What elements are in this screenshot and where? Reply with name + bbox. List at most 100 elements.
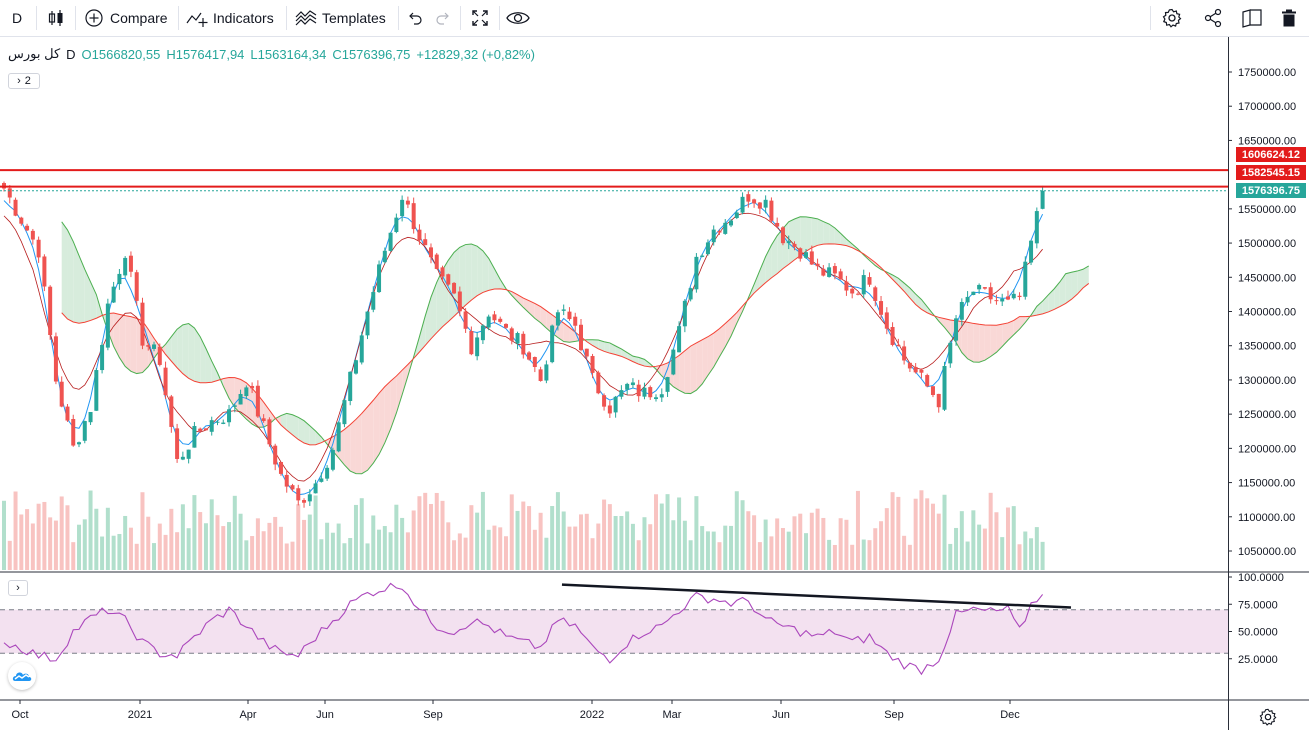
scale-settings-button[interactable] xyxy=(1259,708,1277,731)
candle xyxy=(607,405,612,414)
volume-bar xyxy=(994,512,999,570)
volume-bar xyxy=(694,496,699,570)
candle xyxy=(486,316,491,328)
undo-button[interactable] xyxy=(406,0,424,36)
volume-bar xyxy=(584,513,589,570)
candle xyxy=(42,256,47,287)
candle xyxy=(902,346,907,361)
resistance-high-tag: 1606624.12 xyxy=(1235,147,1306,162)
settings-button[interactable] xyxy=(1162,0,1182,36)
toolbar-divider xyxy=(499,6,500,30)
time-tick-label: 2022 xyxy=(580,709,604,721)
candle xyxy=(590,356,595,373)
candle xyxy=(498,318,503,322)
chart-canvas[interactable]: 1750000.00 1700000.00 1650000.00 1550000.00… xyxy=(0,37,1309,730)
templates-icon xyxy=(295,10,317,26)
cloud-segment xyxy=(1002,322,1008,347)
snapshot-button[interactable] xyxy=(1241,0,1263,36)
rsi-tick-label: 50.0000 xyxy=(1238,627,1278,639)
candle xyxy=(855,293,860,295)
candle xyxy=(538,369,543,381)
cloud-segment xyxy=(800,216,807,256)
interval-button[interactable]: D xyxy=(12,0,22,36)
rsi-legend-toggle-button[interactable]: › xyxy=(8,580,28,596)
cloud-segment xyxy=(304,420,310,445)
cloud-segment xyxy=(638,357,645,367)
candle xyxy=(954,318,959,341)
tradingview-logo[interactable] xyxy=(8,662,36,690)
fullscreen-button[interactable] xyxy=(470,0,490,36)
volume-bar xyxy=(555,492,560,570)
candle xyxy=(227,409,232,423)
candle xyxy=(36,239,41,258)
volume-bar xyxy=(884,508,889,570)
volume-bar xyxy=(1034,527,1039,570)
candle xyxy=(769,200,774,221)
volume-bar xyxy=(140,492,145,570)
hidden-indicators-count: 2 xyxy=(24,75,31,87)
redo-button[interactable] xyxy=(434,0,452,36)
volume-bar xyxy=(105,507,110,570)
hide-button[interactable] xyxy=(506,0,530,36)
candle xyxy=(250,385,255,389)
cloud-segment xyxy=(223,377,230,399)
compare-button[interactable]: Compare xyxy=(84,0,168,36)
volume-bar xyxy=(7,540,12,570)
volume-bar xyxy=(88,490,93,570)
cloud-logo-icon xyxy=(12,672,32,681)
candle xyxy=(94,370,99,411)
cloud-segment xyxy=(355,413,362,474)
volume-bar xyxy=(1029,538,1034,570)
volume-bar xyxy=(128,527,133,570)
cloud-segment xyxy=(523,298,530,313)
indicators-label: Indicators xyxy=(213,10,274,26)
volume-bar xyxy=(232,495,237,570)
price-tick-label: 1450000.00 xyxy=(1238,272,1296,284)
delete-button[interactable] xyxy=(1280,0,1298,36)
candle xyxy=(348,371,353,402)
chevron-right-icon: › xyxy=(16,582,20,594)
candle xyxy=(763,199,768,208)
candle xyxy=(394,217,399,232)
chevron-right-icon: › xyxy=(17,75,21,87)
cloud-segment xyxy=(396,370,403,414)
last-price-tag: 1576396.75 xyxy=(1235,183,1306,198)
volume-bar xyxy=(671,520,676,570)
candle xyxy=(111,286,116,303)
candle xyxy=(480,325,485,341)
candle xyxy=(1034,211,1039,244)
cloud-segment xyxy=(725,318,732,347)
volume-bar xyxy=(53,520,58,570)
cloud-segment xyxy=(194,327,201,383)
volume-bar xyxy=(873,528,878,570)
volume-bar xyxy=(302,519,307,570)
volume-bar xyxy=(163,534,168,570)
volume-bar xyxy=(942,494,947,570)
volume-bar xyxy=(117,533,122,570)
volume-bar xyxy=(682,520,687,570)
cloud-segment xyxy=(540,306,547,329)
candle xyxy=(677,326,682,353)
volume-bars xyxy=(2,490,1045,570)
volume-bar xyxy=(723,525,728,570)
candle xyxy=(573,316,578,326)
candle xyxy=(307,494,312,502)
price-tick-label: 1650000.00 xyxy=(1238,135,1296,147)
candle xyxy=(157,346,162,365)
volume-bar xyxy=(786,531,791,570)
candle xyxy=(740,196,745,213)
chart-area[interactable]: 1750000.00 1700000.00 1650000.00 1550000.00… xyxy=(0,37,1309,730)
indicators-button[interactable]: Indicators xyxy=(186,0,274,36)
volume-bar xyxy=(1011,506,1016,570)
volume-bar xyxy=(809,512,814,570)
chart-type-button[interactable] xyxy=(46,0,66,36)
cloud-segment xyxy=(211,361,218,383)
share-button[interactable] xyxy=(1203,0,1223,36)
indicators-toggle-button[interactable]: › 2 xyxy=(8,73,40,89)
indicators-icon xyxy=(186,12,208,27)
volume-bar xyxy=(602,499,607,570)
volume-bar xyxy=(780,528,785,570)
templates-button[interactable]: Templates xyxy=(295,0,386,36)
legend-open: O1566820,55 xyxy=(81,46,161,62)
price-tick-label: 1350000.00 xyxy=(1238,341,1296,353)
